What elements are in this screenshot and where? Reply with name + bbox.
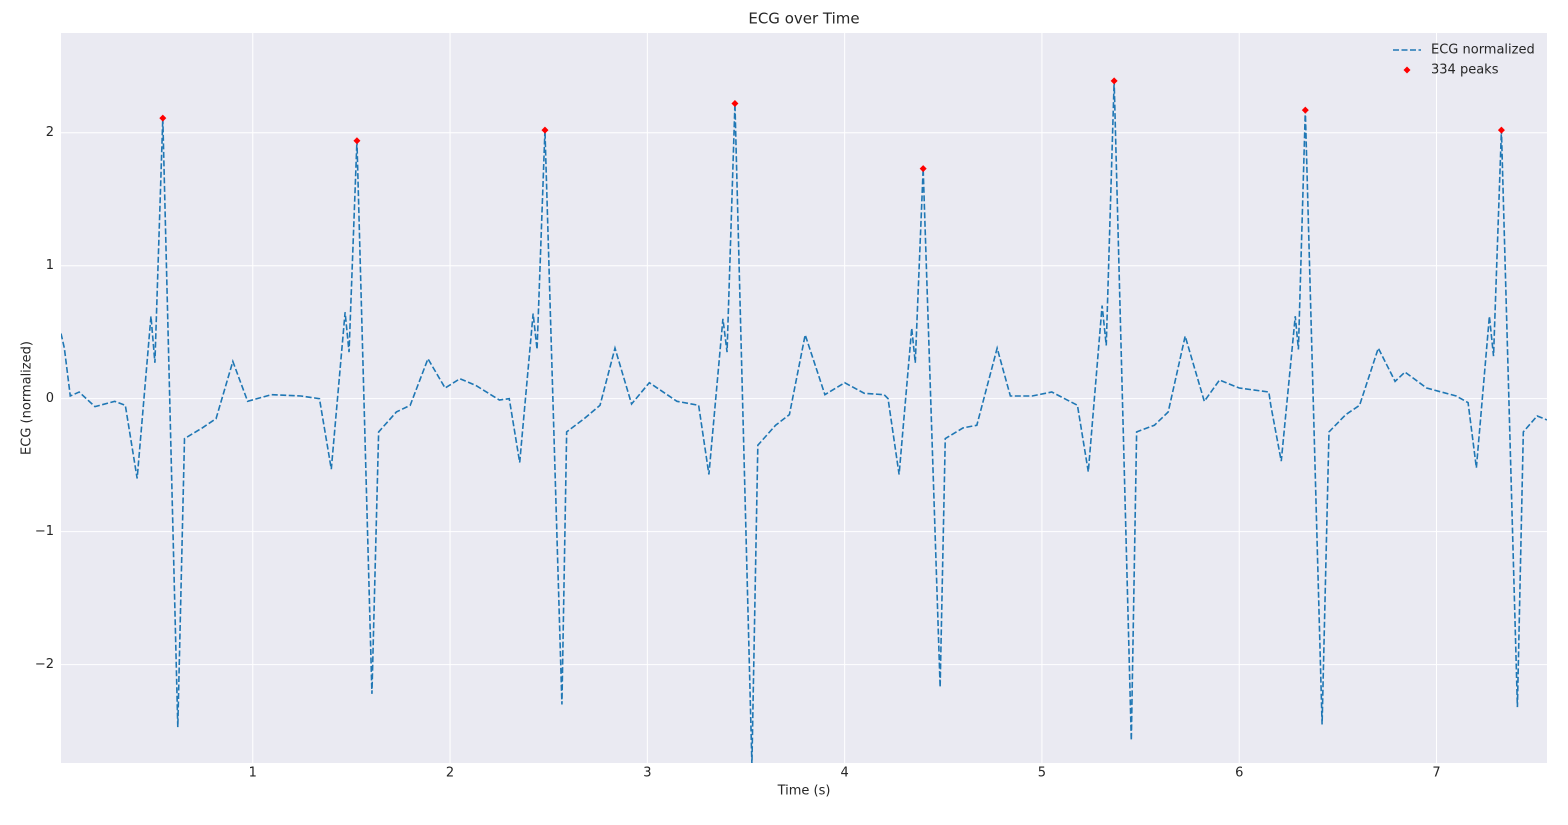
- y-tick-label: 0: [46, 391, 54, 406]
- x-tick-label: 4: [841, 766, 849, 781]
- y-tick-label: −1: [35, 524, 54, 539]
- peak-marker: [1301, 106, 1309, 114]
- x-tick-label: 1: [249, 766, 257, 781]
- legend-label: 334 peaks: [1431, 63, 1499, 78]
- x-tick-label: 3: [643, 766, 651, 781]
- x-axis-label: Time (s): [777, 784, 831, 799]
- legend-label: ECG normalized: [1431, 43, 1535, 58]
- peak-marker: [159, 114, 167, 122]
- x-tick-label: 5: [1038, 766, 1046, 781]
- x-tick-label: 2: [446, 766, 454, 781]
- x-tick-label: 6: [1235, 766, 1243, 781]
- peak-marker: [541, 126, 549, 134]
- y-axis-label: ECG (normalized): [20, 341, 35, 455]
- peak-marker: [731, 99, 739, 107]
- y-tick-label: −2: [35, 657, 54, 672]
- x-tick-label: 7: [1432, 766, 1440, 781]
- chart-title: ECG over Time: [748, 10, 859, 28]
- legend-swatch: [1403, 66, 1411, 74]
- y-tick-label: 2: [46, 125, 54, 140]
- plot-area: [61, 33, 1547, 763]
- peak-marker: [1110, 77, 1118, 85]
- ecg-line: [61, 80, 1547, 763]
- y-tick-label: 1: [46, 258, 54, 273]
- peak-marker: [1497, 126, 1505, 134]
- peak-marker: [353, 137, 361, 145]
- peak-marker: [919, 165, 927, 173]
